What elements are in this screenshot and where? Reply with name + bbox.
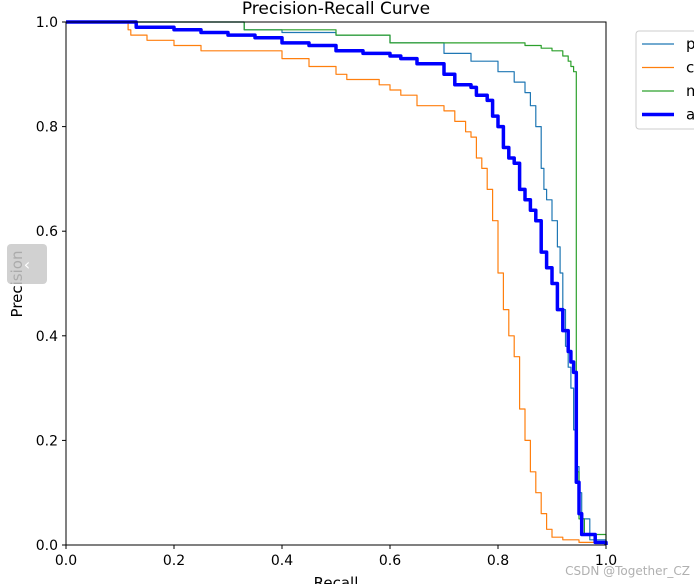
plot-frame	[65, 21, 607, 546]
series-line-p	[66, 21, 607, 545]
x-tick-label: 0.4	[271, 553, 293, 569]
legend-box	[635, 30, 694, 130]
y-tick-label: 0.2	[36, 433, 58, 449]
x-tick-label: 0.6	[379, 553, 401, 569]
series-line-a	[66, 20, 608, 545]
x-tick-label: 0.0	[55, 553, 77, 569]
x-tick-label: 0.2	[163, 553, 185, 569]
legend-label-a: a	[686, 106, 694, 124]
ticks-layer: 0.0 0.2 0.4 0.6 0.8 1.0 0.0 0.2 0.4 0.6 0.8 1.0	[36, 15, 617, 569]
series-layer	[66, 20, 608, 545]
x-axis-title: Recall	[314, 574, 359, 584]
series-line-c	[66, 21, 607, 545]
y-tick-label: 0.6	[36, 224, 58, 240]
y-tick-label: 1.0	[36, 15, 58, 31]
legend-label-p: p	[686, 35, 694, 53]
series-line-m	[66, 21, 607, 545]
chart-title: Precision-Recall Curve	[242, 0, 430, 19]
legend-label-m: m	[686, 82, 694, 100]
x-tick-label: 1.0	[595, 553, 617, 569]
x-tick-label: 0.8	[487, 553, 509, 569]
collapse-side-tab[interactable]: ‹	[7, 244, 47, 284]
y-tick-label: 0.0	[36, 538, 58, 554]
watermark: CSDN @Together_CZ	[565, 564, 690, 578]
chevron-left-icon: ‹	[23, 254, 31, 274]
y-tick-label: 0.4	[36, 329, 58, 345]
y-tick-label: 0.8	[36, 120, 58, 136]
legend-label-c: c	[686, 59, 694, 77]
